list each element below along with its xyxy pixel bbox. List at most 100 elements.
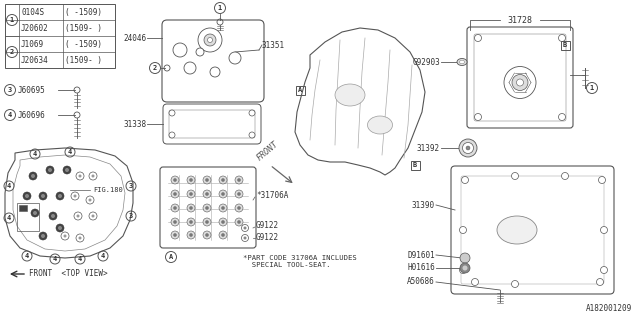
Circle shape [58,226,62,230]
Circle shape [237,178,241,182]
Circle shape [76,234,84,242]
Circle shape [466,146,470,150]
Circle shape [474,35,481,42]
Circle shape [92,214,95,218]
Text: G9122: G9122 [256,233,279,242]
Circle shape [460,253,470,263]
Circle shape [221,220,225,224]
Text: B: B [413,162,417,168]
Text: ( -1509): ( -1509) [65,7,102,17]
Text: 4: 4 [25,253,29,259]
Circle shape [46,166,54,174]
FancyBboxPatch shape [467,27,573,128]
FancyBboxPatch shape [160,167,256,248]
Text: 31728: 31728 [508,15,532,25]
Text: 31351: 31351 [262,41,285,50]
FancyBboxPatch shape [162,20,264,102]
Circle shape [41,194,45,198]
Circle shape [189,178,193,182]
Circle shape [243,236,246,239]
Circle shape [41,234,45,238]
Circle shape [235,204,243,212]
Circle shape [235,218,243,226]
Circle shape [56,192,64,200]
Circle shape [561,172,568,180]
Bar [410,161,419,170]
Circle shape [235,190,243,198]
Ellipse shape [367,116,392,134]
Circle shape [460,267,467,274]
Text: 3: 3 [129,213,133,219]
Text: J1069: J1069 [21,39,44,49]
Circle shape [173,192,177,196]
Circle shape [76,172,84,180]
Text: *31706A: *31706A [256,190,289,199]
Circle shape [203,218,211,226]
Text: 24046: 24046 [124,34,147,43]
Text: 1: 1 [218,5,222,11]
Circle shape [463,266,467,270]
Text: 4: 4 [68,149,72,155]
Circle shape [92,174,95,178]
Circle shape [173,233,177,237]
Circle shape [219,231,227,239]
Circle shape [459,139,477,157]
Circle shape [74,212,82,220]
Circle shape [600,227,607,234]
Circle shape [187,218,195,226]
Text: 4: 4 [33,151,37,157]
Circle shape [56,224,64,232]
Text: 2: 2 [153,65,157,71]
Circle shape [23,192,31,200]
Circle shape [219,218,227,226]
Ellipse shape [460,60,465,64]
Circle shape [79,174,81,178]
Bar [561,41,570,50]
Circle shape [596,278,604,285]
Circle shape [86,196,94,204]
Circle shape [205,206,209,210]
Circle shape [229,52,241,64]
Circle shape [187,231,195,239]
Circle shape [169,132,175,138]
Circle shape [173,178,177,182]
Bar [17,203,39,231]
Circle shape [39,232,47,240]
Circle shape [472,278,479,285]
Circle shape [219,176,227,184]
Circle shape [203,190,211,198]
Circle shape [61,232,69,240]
Circle shape [205,220,209,224]
Circle shape [198,28,222,52]
Circle shape [79,236,81,239]
Circle shape [511,281,518,287]
Text: 4: 4 [53,256,57,262]
Circle shape [203,231,211,239]
Text: *PART CODE 31706A INCLUDES
  SPECIAL TOOL-SEAT.: *PART CODE 31706A INCLUDES SPECIAL TOOL-… [243,255,356,268]
Circle shape [237,206,241,210]
Polygon shape [5,148,133,258]
Circle shape [221,178,225,182]
Bar [19,205,27,211]
Circle shape [221,192,225,196]
Circle shape [74,195,77,197]
Circle shape [189,192,193,196]
Circle shape [205,233,209,237]
Circle shape [203,204,211,212]
Circle shape [171,218,179,226]
Circle shape [184,62,196,74]
Circle shape [474,114,481,121]
Circle shape [235,176,243,184]
Circle shape [171,176,179,184]
Circle shape [171,231,179,239]
Circle shape [237,220,241,224]
Polygon shape [295,28,425,175]
Circle shape [88,198,92,202]
Circle shape [511,172,518,180]
Circle shape [504,67,536,99]
FancyBboxPatch shape [451,166,614,294]
Circle shape [249,132,255,138]
Circle shape [173,220,177,224]
Circle shape [171,190,179,198]
Text: 31392: 31392 [417,143,440,153]
